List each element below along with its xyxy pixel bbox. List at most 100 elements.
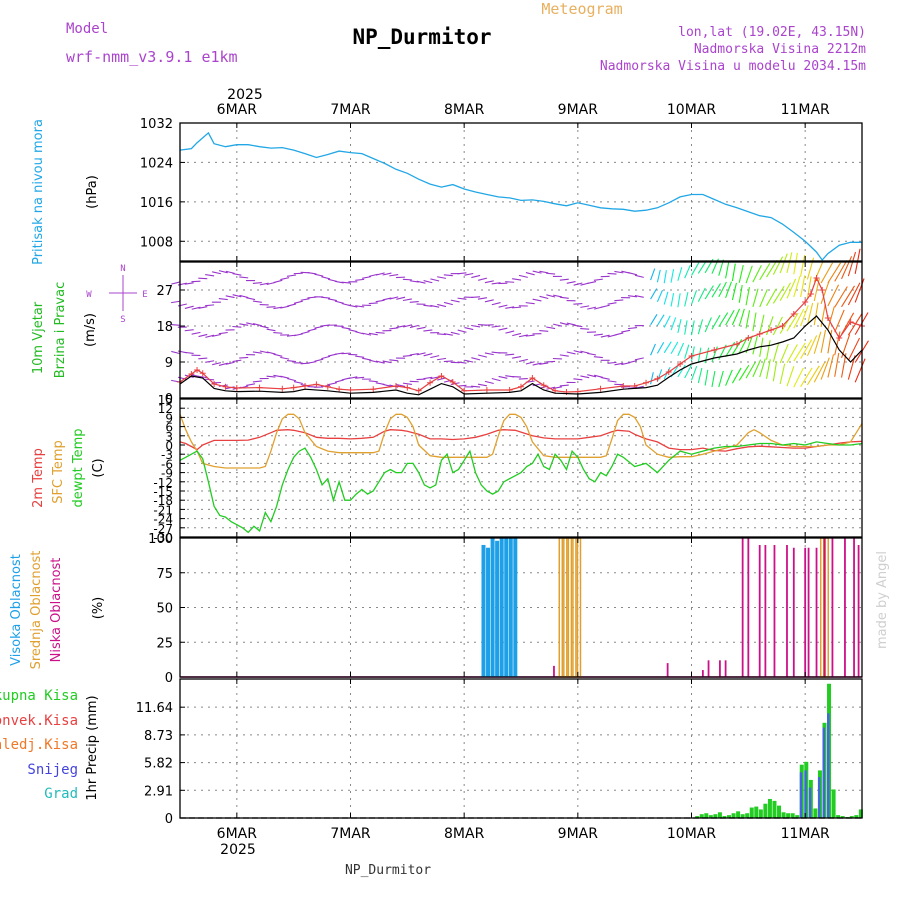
- year-top: 2025: [227, 87, 263, 103]
- wind-barb: [525, 334, 535, 337]
- model-altitude-label: Nadmorska Visina u modelu 2034.15m: [600, 59, 866, 74]
- wind-barb: [355, 278, 365, 281]
- wind-barb: [184, 282, 194, 285]
- cloud-high-bar: [513, 538, 518, 677]
- wind-barb: [375, 299, 385, 303]
- wind-gust-marker: [313, 381, 320, 388]
- wind-ylabel-main: 10m Vjetar: [31, 301, 46, 374]
- wind-barb: [450, 331, 460, 335]
- wind-barb: [171, 350, 181, 355]
- wind-barb: [607, 302, 617, 305]
- wind-barb: [252, 380, 262, 383]
- wind-barb: [650, 314, 658, 326]
- high-cloud-ylabel: Visoka Oblacnost: [9, 554, 24, 666]
- wind-barb: [684, 344, 690, 359]
- wind-barb: [198, 333, 208, 338]
- wind-barb: [593, 333, 603, 336]
- wind-barb: [847, 313, 863, 336]
- precip-rain-bar: [727, 815, 732, 818]
- ytick-label-pressure: 1032: [140, 117, 173, 132]
- wind-barb: [280, 277, 290, 281]
- panel-frame-temperature: [179, 398, 863, 538]
- wind-barb: [266, 375, 276, 378]
- wind-barb: [484, 352, 494, 356]
- wind-barb: [766, 259, 778, 278]
- precip-snow-bar: [804, 770, 807, 818]
- cloud-high-bar: [499, 538, 504, 677]
- wind-barb: [711, 283, 721, 298]
- meteogram-label: Meteogram: [541, 0, 622, 18]
- wind-barb: [738, 364, 750, 381]
- ytick-label-wind: 0: [165, 392, 173, 407]
- precip-rain-bar: [695, 816, 700, 818]
- wind-barb: [457, 272, 467, 275]
- wind-gust-marker: [427, 379, 434, 386]
- wind-barb: [573, 350, 583, 354]
- wind-barb: [266, 306, 276, 308]
- wind-ylabel-sub: Brzina i Pravac: [53, 282, 68, 379]
- wind-barb: [191, 306, 201, 310]
- wind-gust-marker: [665, 369, 672, 375]
- wind-barb: [225, 361, 235, 365]
- wind-barb: [766, 288, 777, 307]
- wind-barb: [518, 358, 528, 363]
- ytick-label-temperature: -6: [161, 457, 173, 471]
- wind-barb: [834, 286, 848, 308]
- wind-barb: [779, 343, 789, 364]
- wind-barb: [293, 300, 303, 304]
- wind-barb: [436, 333, 447, 336]
- wind-barb: [443, 379, 453, 383]
- wind-barb: [731, 308, 741, 326]
- wind-gust-marker: [824, 315, 831, 321]
- wind-barb: [759, 263, 771, 281]
- wind-barb: [656, 369, 663, 382]
- wind-barb: [752, 359, 762, 378]
- wind-barb: [539, 330, 549, 332]
- precip-rain-bar: [704, 813, 709, 818]
- wind-barb: [573, 324, 583, 328]
- wind-gust-marker: [279, 385, 286, 392]
- wind-barb: [772, 316, 783, 336]
- wind-gust-marker: [336, 386, 343, 393]
- wind-barb: [293, 381, 303, 385]
- wind-gust-marker: [529, 375, 536, 381]
- ytick-label-temperature: 3: [165, 430, 173, 444]
- wind-barb: [307, 272, 317, 275]
- wind-barb: [847, 251, 857, 277]
- wind-barb: [218, 362, 228, 366]
- wind-barb: [259, 325, 269, 329]
- sfc-temp-line: [179, 413, 863, 469]
- wind-barb: [793, 367, 804, 388]
- wind-barb: [368, 302, 378, 305]
- wind-barb: [464, 272, 474, 276]
- wind-barb: [430, 355, 440, 359]
- wind-barb: [443, 274, 453, 277]
- wind-barb: [423, 304, 433, 307]
- wind-barb: [423, 376, 433, 380]
- wind-barb: [663, 270, 667, 284]
- wind-barb: [539, 362, 549, 365]
- wind-barb: [786, 344, 798, 364]
- wind-barb: [580, 328, 590, 330]
- ytick-label-clouds: 25: [156, 636, 173, 651]
- wind-barb: [711, 370, 716, 388]
- precip-rain-bar: [831, 789, 836, 818]
- wind-barb: [697, 319, 704, 335]
- model-label: Model: [66, 21, 108, 37]
- wind-barb: [239, 276, 249, 279]
- wind-barb: [368, 359, 378, 363]
- wind-barb: [820, 262, 834, 284]
- precip-rain-bar: [740, 814, 745, 818]
- ytick-label-clouds: 100: [148, 532, 173, 547]
- wind-barb: [813, 302, 819, 326]
- wind-barb: [478, 354, 488, 358]
- wind-barb: [423, 353, 433, 357]
- wind-barb: [847, 355, 856, 380]
- wind-barb: [211, 333, 222, 337]
- wind-barb: [587, 374, 597, 378]
- wind-barb: [471, 385, 481, 388]
- wind-barb: [491, 377, 501, 382]
- wind-barb: [389, 274, 399, 277]
- wind-barb: [348, 304, 358, 308]
- wind-barb: [690, 320, 695, 336]
